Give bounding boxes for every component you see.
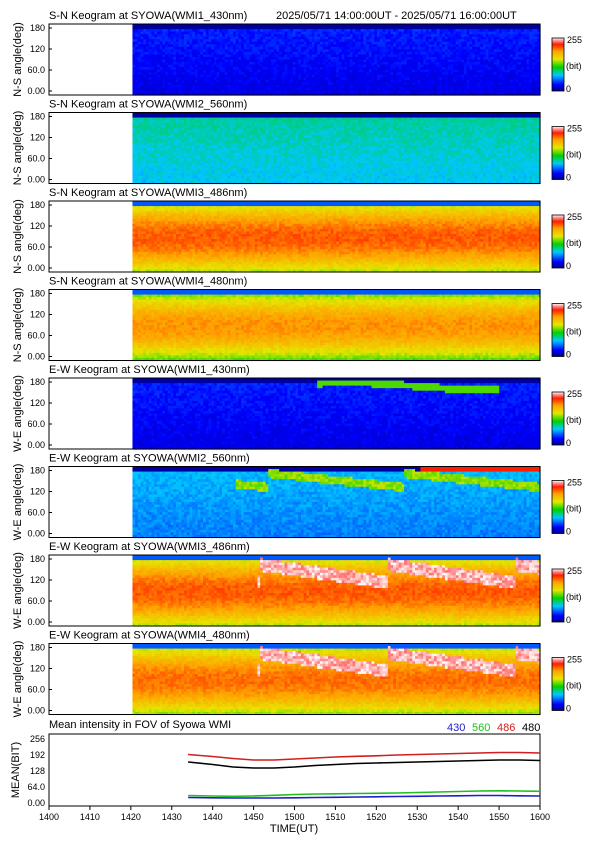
colorbar-min: 0 — [566, 84, 571, 94]
panel-ytick: 180 — [30, 23, 45, 33]
header-time-range: 2025/05/71 14:00:00UT - 2025/05/71 16:00… — [276, 10, 517, 22]
panel-ylabel: N-S angle(deg) — [12, 22, 24, 97]
colorbar-max: 255 — [567, 35, 582, 45]
panel-title: S-N Keogram at SYOWA(WMI1_430nm) — [49, 10, 247, 22]
colorbar: 255 (bit) 0 — [552, 35, 582, 94]
panel-ytick: 60.0 — [27, 65, 45, 75]
panel-ytick: 120 — [30, 44, 45, 54]
colorbar-unit: (bit) — [566, 61, 582, 71]
panel-title: S-N Keogram at SYOWA(WMI2_560nm) — [49, 99, 247, 111]
keogram-image — [132, 113, 540, 185]
keogram-panel: S-N Keogram at SYOWA(WMI2_560nm)18012060… — [12, 99, 582, 186]
keogram-panel: S-N Keogram at SYOWA(WMI1_430nm) 180 120 60… — [12, 10, 582, 97]
colorbar-gradient — [552, 38, 564, 91]
keogram-image — [132, 24, 540, 96]
keogram-panels: S-N Keogram at SYOWA(WMI1_430nm) 180 120 60… — [12, 10, 582, 717]
panel-ytick: 0.00 — [27, 86, 45, 96]
